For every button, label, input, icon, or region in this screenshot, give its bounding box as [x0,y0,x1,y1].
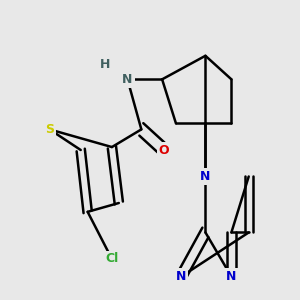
Text: H: H [100,58,110,71]
Text: N: N [226,270,237,283]
Text: Cl: Cl [105,252,119,266]
Text: H: H [100,58,110,71]
Text: N: N [122,73,133,86]
Text: N: N [200,170,211,183]
Text: S: S [45,123,54,136]
Text: O: O [158,143,169,157]
Text: N: N [176,270,186,283]
